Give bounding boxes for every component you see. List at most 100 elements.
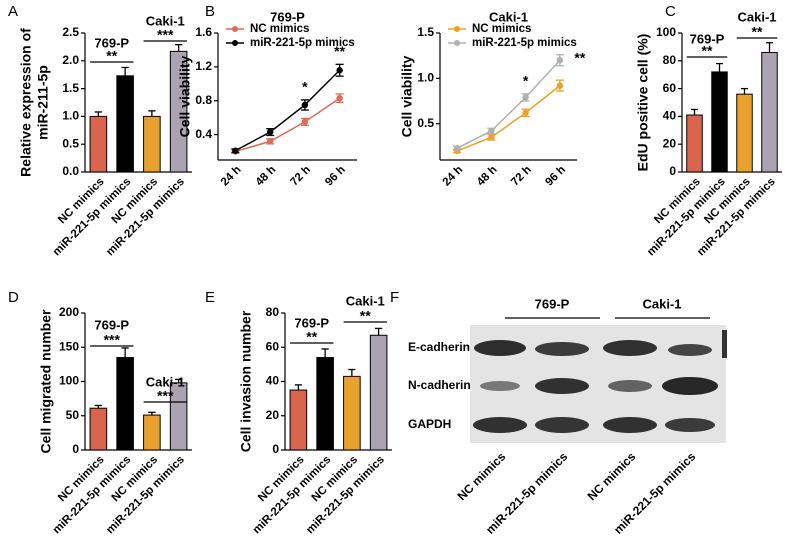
x-tick-label: 24 h bbox=[441, 164, 466, 189]
y-tick-label: 40 bbox=[663, 109, 677, 123]
y-tick-label: 80 bbox=[266, 305, 280, 319]
legend-marker bbox=[454, 40, 460, 46]
error-bar bbox=[374, 327, 383, 336]
y-tick-label: 1.0 bbox=[417, 71, 434, 85]
series-line bbox=[456, 85, 561, 152]
y-tick-label: 50 bbox=[66, 408, 80, 422]
y-tick-label: 0 bbox=[72, 442, 79, 456]
bar bbox=[116, 75, 134, 173]
bar bbox=[369, 334, 388, 451]
legend-marker bbox=[232, 26, 238, 32]
y-tick-label: 100 bbox=[656, 25, 676, 39]
y-tick-label: 80 bbox=[663, 53, 677, 67]
blot-group-label: 769-P bbox=[535, 296, 570, 311]
error-bar bbox=[294, 384, 303, 391]
point bbox=[522, 94, 529, 101]
y-tick-label: 0 bbox=[272, 442, 279, 456]
y-tick-label: 0 bbox=[669, 164, 676, 178]
error-bar bbox=[741, 87, 748, 95]
point bbox=[232, 147, 239, 154]
point bbox=[488, 127, 495, 135]
point bbox=[301, 118, 309, 126]
error-bar bbox=[94, 111, 103, 117]
point bbox=[488, 134, 495, 141]
point bbox=[556, 57, 564, 64]
series-line bbox=[235, 97, 341, 153]
y-tick-label: 0.5 bbox=[417, 116, 434, 130]
error-bar bbox=[148, 110, 156, 117]
point bbox=[453, 145, 461, 152]
point bbox=[266, 128, 274, 136]
x-tick-label: 96 h bbox=[323, 164, 348, 189]
group-label: 769-P bbox=[94, 317, 129, 332]
point bbox=[336, 67, 343, 74]
x-tick-label: 48 h bbox=[254, 164, 279, 189]
group-label: Caki-1 bbox=[737, 9, 776, 24]
group-label: Caki-1 bbox=[146, 13, 185, 28]
y-axis-label: Cell invasion number bbox=[238, 310, 254, 452]
y-tick-label: 1.0 bbox=[62, 109, 79, 123]
y-axis-label: miR-211-5p bbox=[35, 65, 51, 140]
bar bbox=[169, 382, 188, 451]
blot-group-label: Caki-1 bbox=[642, 296, 681, 311]
blot-row-label: N-cadherin bbox=[408, 378, 471, 392]
legend-marker bbox=[454, 26, 460, 32]
y-tick-label: 40 bbox=[266, 374, 280, 388]
legend-label: miR-221-5p mimics bbox=[472, 37, 577, 49]
y-tick-label: 20 bbox=[266, 408, 280, 422]
significance: *** bbox=[157, 388, 174, 404]
y-tick-label: 0.5 bbox=[62, 136, 79, 150]
legend-label: NC mimics bbox=[250, 23, 309, 35]
blot-row-label: GAPDH bbox=[408, 417, 451, 431]
significance: ** bbox=[306, 329, 317, 345]
x-tick-label: 24 h bbox=[219, 164, 244, 189]
point bbox=[301, 101, 309, 109]
panel-letter: B bbox=[205, 3, 215, 20]
bar bbox=[711, 71, 728, 173]
y-tick-label: 0.8 bbox=[195, 93, 212, 107]
significance: ** bbox=[702, 43, 713, 59]
y-tick-label: 100 bbox=[59, 374, 79, 388]
blot-row-label: E-cadherin bbox=[408, 340, 470, 354]
panel-letter: E bbox=[205, 289, 215, 306]
bar bbox=[736, 93, 753, 173]
y-axis-label: EdU positive cell (%) bbox=[635, 34, 651, 172]
panel-letter: D bbox=[8, 289, 19, 306]
y-tick-label: 2.5 bbox=[62, 25, 79, 39]
error-bar bbox=[121, 66, 129, 76]
blot-lane-label: NC mimics bbox=[585, 449, 639, 503]
legend-marker bbox=[232, 40, 238, 46]
y-axis-label: Relative expression of bbox=[18, 28, 34, 177]
y-tick-label: 2.0 bbox=[62, 53, 79, 67]
chart-title: 769-P bbox=[270, 9, 305, 24]
chart-title: Caki-1 bbox=[489, 9, 528, 24]
bar bbox=[169, 50, 188, 173]
significance: ** bbox=[574, 49, 585, 65]
x-tick-label: 72 h bbox=[509, 164, 534, 189]
legend-label: miR-221-5p mimics bbox=[250, 37, 355, 49]
y-axis-label: Cell viability bbox=[177, 55, 193, 137]
bar bbox=[89, 407, 108, 451]
significance: ** bbox=[752, 24, 763, 40]
blot-lane-label: NC mimics bbox=[455, 449, 509, 503]
bar bbox=[343, 375, 361, 451]
bar bbox=[761, 51, 778, 173]
series-line bbox=[456, 59, 561, 149]
bar bbox=[143, 115, 161, 173]
y-axis-label: Cell migrated number bbox=[38, 309, 54, 453]
error-bar bbox=[174, 44, 183, 52]
point bbox=[336, 94, 343, 102]
y-tick-label: 60 bbox=[266, 339, 280, 353]
y-tick-label: 0.0 bbox=[62, 164, 79, 178]
y-tick-label: 1.6 bbox=[195, 25, 212, 39]
group-label: 769-P bbox=[94, 35, 129, 50]
group-label: 769-P bbox=[294, 315, 329, 330]
y-tick-label: 1.5 bbox=[417, 25, 434, 39]
error-bar bbox=[174, 378, 183, 383]
y-tick-label: 150 bbox=[59, 339, 79, 353]
panel-letter: C bbox=[665, 3, 676, 20]
panel-letter: A bbox=[8, 3, 18, 20]
group-label: Caki-1 bbox=[346, 293, 385, 308]
point bbox=[556, 82, 564, 89]
